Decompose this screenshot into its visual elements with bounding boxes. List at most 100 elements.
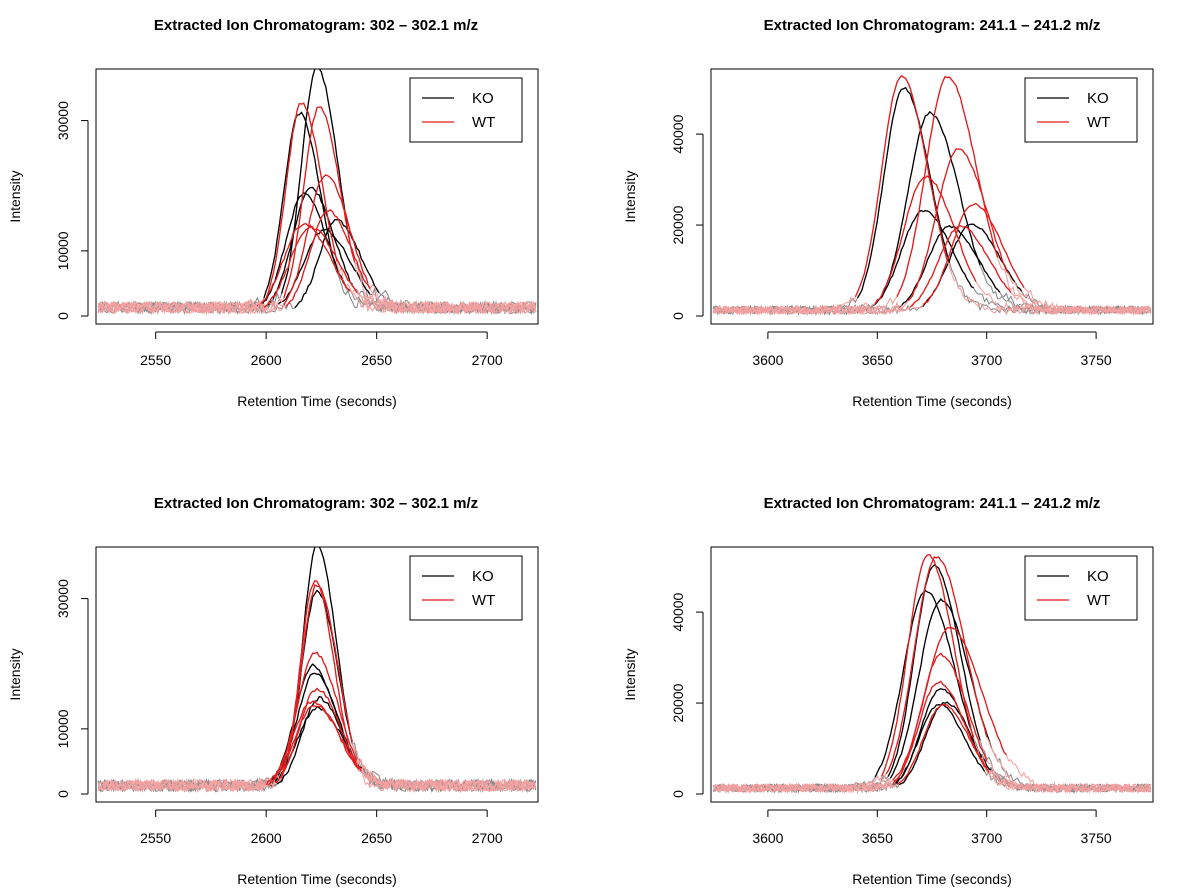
y-axis-label: Intensity <box>622 648 638 700</box>
x-tick-label: 2550 <box>140 830 171 846</box>
trace-ko <box>97 186 537 315</box>
peak-wt <box>892 680 986 785</box>
peak-wt <box>283 174 369 306</box>
legend: KO WT <box>409 555 523 621</box>
x-tick-label: 2700 <box>472 830 503 846</box>
chart-panel-1: Extracted Ion Chromatogram: 302 – 302.1 … <box>7 17 539 409</box>
trace-wt <box>97 174 537 316</box>
peak-wt <box>267 705 362 786</box>
y-tick-label: 0 <box>55 790 71 798</box>
peak-wt <box>256 222 351 307</box>
x-tick-label: 3700 <box>971 830 1002 846</box>
trace-ko <box>97 228 537 316</box>
trace-ko <box>712 209 1152 316</box>
peak-ko <box>267 186 353 306</box>
peak-ko <box>294 218 380 309</box>
x-tick-label: 3650 <box>862 352 893 368</box>
plot-frame <box>710 68 1154 325</box>
x-tick-label: 3600 <box>752 352 783 368</box>
plot-area <box>712 75 1152 316</box>
trace-wt <box>97 705 537 794</box>
peak-wt <box>265 102 338 299</box>
y-tick-label: 0 <box>55 312 71 320</box>
legend-label-ko: KO <box>1087 568 1109 585</box>
legend-label-wt: WT <box>472 114 495 131</box>
trace-ko <box>97 589 536 793</box>
chart-panel-3: Extracted Ion Chromatogram: 302 – 302.1 … <box>7 495 539 887</box>
trace-ko <box>98 111 537 316</box>
peak-ko <box>898 225 1001 309</box>
x-tick-label: 3650 <box>862 830 893 846</box>
y-tick-label: 0 <box>670 790 686 798</box>
y-tick-label: 30000 <box>55 579 71 618</box>
plot-frame <box>95 546 539 803</box>
y-tick-label: 10000 <box>55 709 71 748</box>
chart-panel-4: Extracted Ion Chromatogram: 241.1 – 241.… <box>622 495 1154 887</box>
legend-label-ko: KO <box>1087 90 1109 107</box>
chart-title: Extracted Ion Chromatogram: 302 – 302.1 … <box>154 17 478 34</box>
legend: KO WT <box>409 77 523 143</box>
plot-area <box>97 69 537 316</box>
trace-wt <box>97 651 536 793</box>
peak-wt <box>894 652 988 783</box>
trace-ko <box>97 696 537 793</box>
x-tick-label: 3700 <box>971 352 1002 368</box>
peak-wt <box>885 555 988 775</box>
peak-ko <box>261 192 347 307</box>
x-tick-label: 2600 <box>251 352 282 368</box>
x-tick-label: 2550 <box>140 352 171 368</box>
trace-wt <box>712 202 1152 316</box>
legend-label-wt: WT <box>1087 114 1110 131</box>
peak-wt <box>896 703 990 785</box>
x-tick-label: 3750 <box>1081 830 1112 846</box>
trace-wt <box>97 224 537 315</box>
peak-ko <box>892 704 986 787</box>
trace-ko <box>97 706 537 793</box>
peak-wt <box>263 224 358 308</box>
x-tick-label: 2600 <box>251 830 282 846</box>
chart-title: Extracted Ion Chromatogram: 241.1 – 241.… <box>764 17 1101 34</box>
peak-wt <box>265 700 360 786</box>
legend: KO WT <box>1024 555 1138 621</box>
trace-ko <box>712 223 1152 316</box>
legend-label-wt: WT <box>1087 592 1110 609</box>
trace-ko <box>97 672 537 793</box>
plot-area <box>97 547 537 794</box>
trace-ko <box>713 598 1151 795</box>
chart-title: Extracted Ion Chromatogram: 302 – 302.1 … <box>154 495 478 512</box>
y-tick-label: 10000 <box>55 231 71 270</box>
x-tick-label: 2650 <box>361 830 392 846</box>
plot-frame <box>95 68 539 325</box>
peak-wt <box>907 148 1010 302</box>
y-axis-label: Intensity <box>7 170 23 222</box>
legend-box <box>409 77 523 143</box>
peak-ko <box>887 564 981 777</box>
y-axis-label: Intensity <box>622 170 638 222</box>
trace-wt <box>712 225 1152 316</box>
peak-wt <box>896 75 999 297</box>
legend-label-wt: WT <box>472 592 495 609</box>
trace-ko <box>97 663 537 794</box>
y-tick-label: 20000 <box>670 683 686 722</box>
x-axis-label: Retention Time (seconds) <box>237 871 397 887</box>
trace-wt <box>97 222 537 315</box>
legend-label-ko: KO <box>472 568 494 585</box>
peak-wt <box>274 687 360 783</box>
plot-area <box>712 553 1152 795</box>
trace-wt <box>97 700 537 794</box>
y-tick-label: 40000 <box>670 592 686 631</box>
trace-ko <box>712 225 1152 316</box>
trace-wt <box>712 652 1152 794</box>
trace-ko <box>712 590 1152 794</box>
peak-ko <box>263 111 336 299</box>
y-tick-label: 40000 <box>670 114 686 153</box>
legend-box <box>1024 77 1138 143</box>
peak-ko <box>874 589 977 778</box>
y-tick-label: 0 <box>670 312 686 320</box>
y-axis-label: Intensity <box>7 648 23 700</box>
peak-wt <box>854 75 948 298</box>
peak-wt <box>922 202 1025 306</box>
trace-wt <box>712 175 1151 316</box>
peak-wt <box>909 224 1012 308</box>
